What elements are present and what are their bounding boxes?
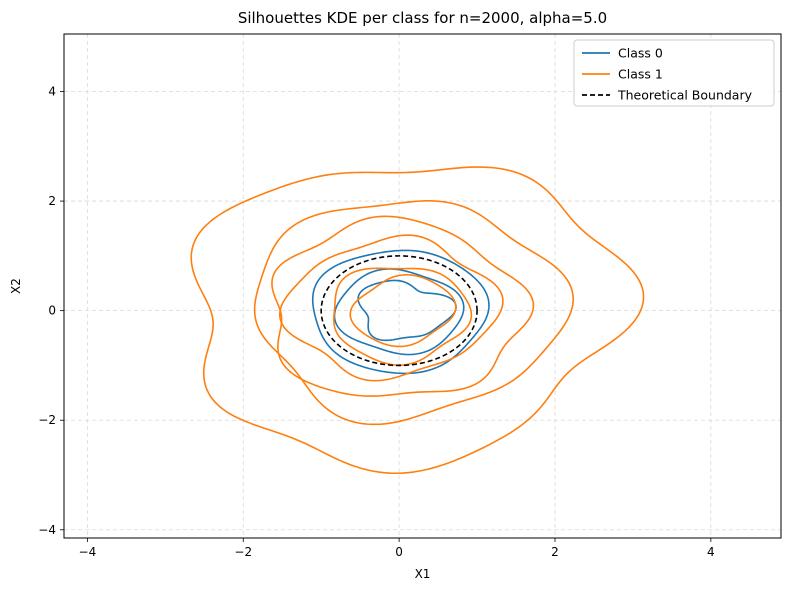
- contour-line: [190, 166, 645, 475]
- legend-label: Class 1: [618, 67, 663, 82]
- ticks: −4 −2 0 2 4 −4 −2 0 2 4: [38, 85, 714, 559]
- x-tick-label: 2: [551, 545, 559, 559]
- legend: Class 0 Class 1 Theoretical Boundary: [573, 39, 775, 107]
- plot-frame: [63, 33, 782, 539]
- contour-line: [320, 255, 478, 367]
- series-class-1: [190, 166, 645, 475]
- contour-line: [278, 234, 504, 382]
- x-tick-label: 4: [707, 545, 715, 559]
- y-tick-label: 2: [48, 194, 56, 208]
- contour-line: [349, 274, 457, 348]
- series-theoretical-boundary: [320, 255, 478, 367]
- grid: [64, 34, 781, 538]
- chart-title: Silhouettes KDE per class for n=2000, al…: [238, 9, 607, 27]
- contour-line: [271, 215, 535, 397]
- y-tick-label: 0: [48, 304, 56, 318]
- x-tick-label: 0: [395, 545, 403, 559]
- contour-line: [333, 267, 473, 366]
- contour-line: [311, 249, 490, 375]
- x-axis-label: X1: [415, 567, 431, 581]
- x-tick-label: −4: [79, 545, 97, 559]
- legend-label: Theoretical Boundary: [617, 88, 753, 103]
- series-layer: [190, 166, 645, 475]
- contour-line: [253, 200, 574, 426]
- contour-line: [357, 279, 457, 342]
- y-axis-label: X2: [9, 278, 23, 294]
- y-tick-label: 4: [48, 85, 56, 99]
- legend-box: [573, 39, 775, 107]
- legend-label: Class 0: [618, 46, 663, 61]
- y-tick-label: −4: [38, 523, 56, 537]
- x-tick-label: −2: [234, 545, 252, 559]
- y-tick-label: −2: [38, 413, 56, 427]
